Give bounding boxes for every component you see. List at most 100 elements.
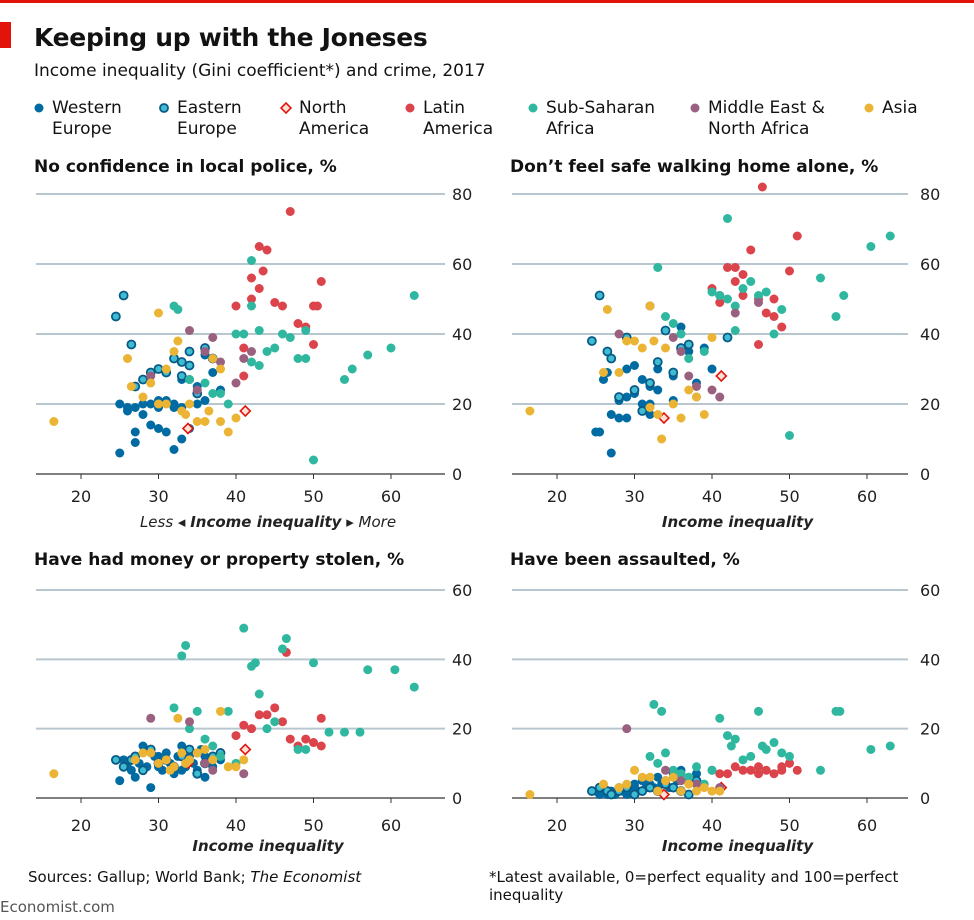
data-point-mena: [622, 724, 632, 734]
red-tag: [0, 22, 11, 48]
data-point-as: [173, 336, 183, 346]
data-point-as: [169, 347, 179, 356]
data-point-as: [161, 399, 171, 409]
data-point-la: [301, 734, 311, 744]
data-point-as: [200, 744, 210, 754]
data-point-we: [599, 375, 608, 384]
data-point-as: [146, 378, 156, 388]
data-point-we: [200, 751, 210, 761]
data-point-we: [622, 790, 632, 800]
data-point-mena: [614, 329, 624, 339]
x-tick-label: 40: [702, 816, 722, 835]
data-point-la: [754, 340, 763, 349]
data-point-as: [223, 762, 233, 772]
data-point-we: [622, 364, 632, 374]
y-tick-label: 80: [452, 185, 472, 204]
data-point-ssa: [730, 326, 740, 335]
data-point-we: [169, 445, 179, 454]
data-point-ssa: [676, 329, 686, 339]
data-point-we: [146, 399, 156, 409]
x-axis-label: Less ◂ Income inequality ▸ More: [140, 513, 396, 531]
x-tick-label: 60: [381, 816, 401, 835]
data-point-we: [138, 410, 148, 419]
data-point-as: [181, 410, 191, 419]
legend-label: Western Europe: [52, 98, 122, 139]
data-point-na: [239, 743, 252, 756]
data-point-ee: [110, 754, 121, 765]
data-point-mena: [146, 371, 156, 381]
data-point-mena: [239, 769, 249, 779]
data-point-we: [169, 403, 179, 412]
data-point-ee: [602, 346, 613, 357]
sources-italic: The Economist: [250, 868, 362, 886]
data-point-as: [630, 336, 639, 346]
y-tick-label: 40: [920, 325, 940, 344]
data-point-ssa: [390, 665, 400, 675]
data-point-la: [247, 294, 256, 304]
data-point-we: [154, 751, 163, 761]
data-point-ee: [118, 290, 129, 301]
data-point-la: [239, 343, 249, 353]
data-point-as: [146, 748, 156, 758]
data-point-la: [239, 371, 249, 381]
y-tick-label: 60: [920, 255, 940, 274]
data-point-la: [754, 769, 763, 779]
data-point-as: [657, 434, 667, 444]
data-point-ssa: [754, 706, 763, 716]
data-point-we: [130, 427, 140, 437]
data-point-we: [200, 396, 210, 405]
data-point-ee: [629, 789, 640, 800]
data-point-ssa: [785, 751, 794, 761]
data-point-la: [316, 741, 326, 751]
data-point-as: [49, 417, 59, 426]
data-point-ssa: [769, 329, 779, 339]
data-point-as: [216, 364, 225, 374]
data-point-ssa: [835, 706, 845, 716]
data-point-ssa: [676, 769, 686, 779]
data-point-ee: [683, 789, 694, 800]
data-point-we: [130, 403, 140, 412]
data-point-mena: [692, 382, 701, 391]
data-point-ssa: [324, 727, 334, 737]
data-point-la: [247, 273, 256, 283]
top-rule: [0, 0, 974, 3]
data-point-la: [316, 713, 326, 723]
data-point-ssa: [730, 734, 740, 744]
y-tick-label: 60: [452, 255, 472, 274]
data-point-we: [146, 783, 156, 793]
data-point-ee: [683, 339, 694, 350]
data-point-mena: [247, 347, 256, 356]
data-point-we: [161, 748, 171, 758]
data-point-mena: [730, 308, 740, 318]
data-point-as: [699, 783, 709, 793]
data-point-la: [738, 765, 748, 775]
data-point-la: [769, 294, 779, 304]
data-point-as: [707, 333, 717, 342]
y-tick-label: 20: [452, 720, 472, 739]
data-point-we: [154, 424, 163, 433]
data-point-we: [653, 385, 663, 395]
data-point-as: [173, 713, 183, 723]
x-tick-label: 50: [779, 816, 799, 835]
data-point-we: [684, 347, 694, 356]
legend-item-ee: Eastern Europe: [159, 98, 297, 140]
y-tick-label: 60: [920, 581, 940, 600]
data-point-we: [146, 420, 156, 430]
data-point-ssa: [707, 765, 717, 775]
data-point-ssa: [363, 665, 373, 675]
data-point-ssa: [223, 706, 233, 716]
data-point-ssa: [262, 347, 272, 356]
panel-title-assaulted: Have been assaulted, %: [510, 550, 740, 570]
data-point-ee: [660, 325, 671, 336]
data-point-ssa: [239, 329, 249, 339]
data-point-as: [216, 417, 225, 426]
data-point-as: [692, 786, 701, 796]
data-point-as: [614, 783, 624, 793]
data-point-ee: [606, 789, 617, 800]
scatter-panel-4: 0 20 40 60 20 30 40 50 60 Income inequality: [512, 581, 940, 855]
data-point-la: [754, 762, 763, 772]
data-point-la: [247, 724, 256, 734]
legend-label: North America: [299, 98, 370, 139]
data-point-la: [231, 301, 241, 311]
data-point-mena: [216, 357, 225, 367]
